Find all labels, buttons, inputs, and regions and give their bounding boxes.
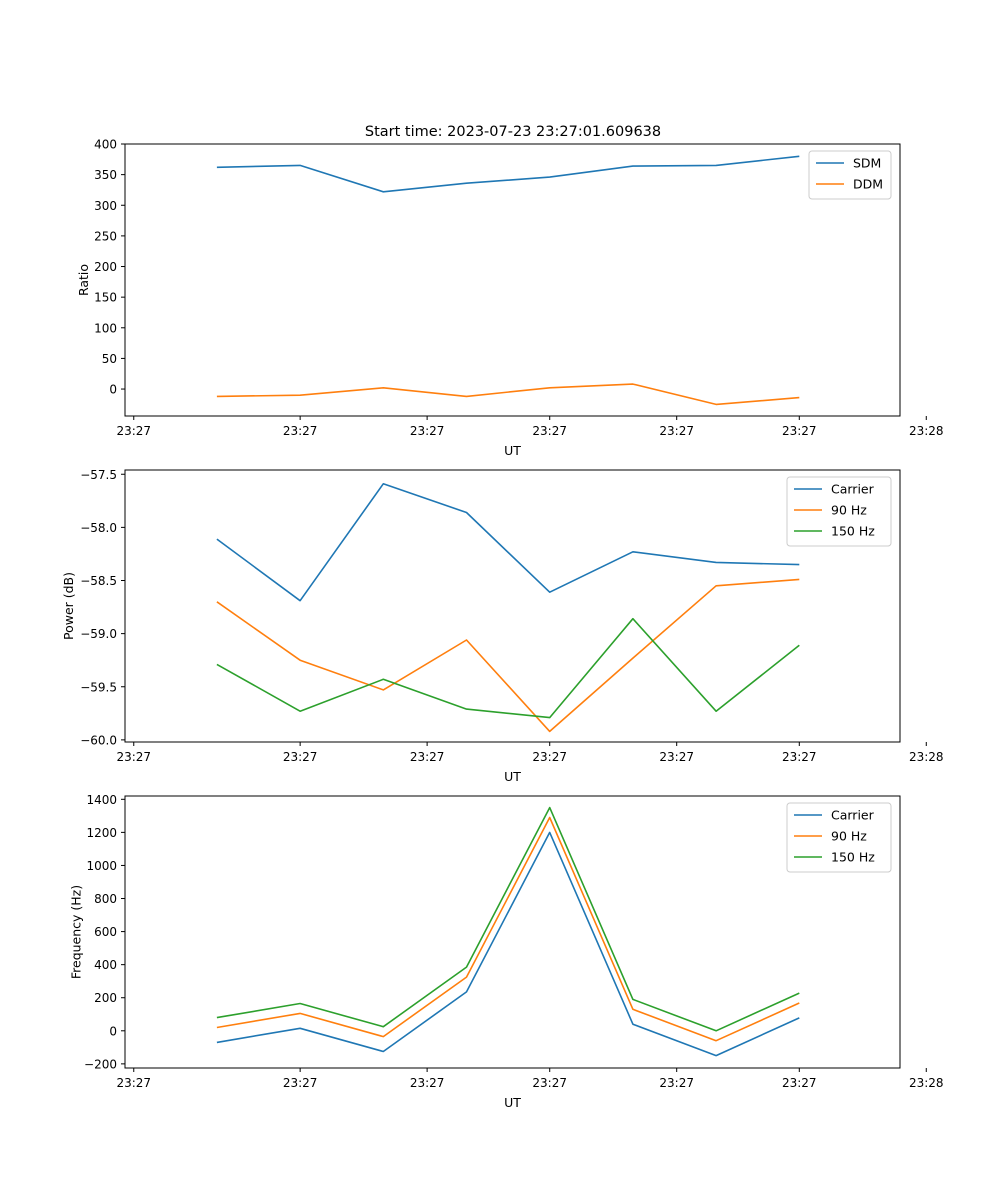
legend-label-ddm: DDM: [853, 177, 883, 192]
series-line-90-hz: [216, 816, 800, 1042]
y-tick-label: −58.0: [80, 521, 117, 535]
x-tick-label: 23:27: [782, 750, 817, 764]
x-tick-label: 23:28: [909, 750, 944, 764]
y-axis-label: Ratio: [76, 264, 91, 296]
x-tick-label: 23:27: [532, 424, 567, 438]
plot-frame: [124, 143, 901, 417]
legend-label-150-hz: 150 Hz: [831, 524, 875, 539]
x-tick-label: 23:27: [410, 424, 445, 438]
y-axis-label: Frequency (Hz): [69, 885, 84, 979]
legend: Carrier 90 Hz 150 Hz: [786, 802, 892, 873]
legend-label-150-hz: 150 Hz: [831, 850, 875, 865]
series-line-sdm: [216, 155, 800, 193]
y-axis-label: Power (dB): [61, 572, 76, 640]
plot-frame: [124, 469, 901, 743]
y-tick-label: −59.5: [80, 680, 117, 694]
y-tick-label: −200: [84, 1057, 117, 1071]
y-tick-label: 400: [94, 138, 117, 152]
y-tick-label: 250: [94, 229, 117, 243]
series-line-carrier: [216, 482, 800, 602]
legend-label-sdm: SDM: [853, 156, 881, 171]
series-line-90-hz: [216, 578, 800, 733]
x-tick-label: 23:27: [532, 750, 567, 764]
y-tick-label: −58.5: [80, 574, 117, 588]
y-tick-label: 100: [94, 321, 117, 335]
y-tick-label: −60.0: [80, 733, 117, 747]
legend-box: [786, 802, 892, 873]
x-axis-label: UT: [504, 769, 521, 784]
y-tick-label: 0: [109, 1024, 117, 1038]
y-tick-label: 400: [94, 958, 117, 972]
legend-label-90-hz: 90 Hz: [831, 503, 867, 518]
x-tick-label: 23:27: [283, 1076, 318, 1090]
series-line-150-hz: [216, 806, 800, 1032]
legend-label-carrier: Carrier: [831, 808, 875, 823]
x-tick-label: 23:27: [116, 750, 151, 764]
x-tick-label: 23:27: [782, 1076, 817, 1090]
x-tick-label: 23:27: [283, 424, 318, 438]
x-tick-label: 23:27: [659, 1076, 694, 1090]
y-tick-label: 200: [94, 260, 117, 274]
x-tick-label: 23:27: [116, 424, 151, 438]
x-axis-label: UT: [504, 1095, 521, 1110]
y-tick-label: −57.5: [80, 468, 117, 482]
y-tick-label: 200: [94, 991, 117, 1005]
legend-label-90-hz: 90 Hz: [831, 829, 867, 844]
legend: Carrier 90 Hz 150 Hz: [786, 476, 892, 547]
x-tick-label: 23:27: [410, 1076, 445, 1090]
x-tick-label: 23:28: [909, 424, 944, 438]
y-tick-label: 1200: [86, 826, 117, 840]
series-line-carrier: [216, 831, 800, 1057]
series-line-150-hz: [216, 617, 800, 719]
y-tick-label: 150: [94, 291, 117, 305]
plots: 23:27 23:27 23:27 23:27 23:27 23:27 23:28 0 50 10…: [61, 138, 944, 1111]
x-axis-label: UT: [504, 443, 521, 458]
x-tick-label: 23:28: [909, 1076, 944, 1090]
panel-2: 23:27 23:27 23:27 23:27 23:27 23:27 23:28 −60.0…: [61, 468, 944, 784]
y-tick-label: 50: [102, 352, 117, 366]
series-line-ddm: [216, 383, 800, 406]
y-tick-label: 600: [94, 925, 117, 939]
y-tick-label: 300: [94, 199, 117, 213]
legend-label-carrier: Carrier: [831, 482, 875, 497]
y-tick-label: 1400: [86, 793, 117, 807]
legend: SDM DDM: [808, 150, 892, 200]
x-tick-label: 23:27: [283, 750, 318, 764]
panel-3: 23:27 23:27 23:27 23:27 23:27 23:27 23:28 −200 0…: [69, 793, 944, 1110]
y-tick-label: 350: [94, 168, 117, 182]
x-tick-label: 23:27: [659, 750, 694, 764]
y-tick-label: 0: [109, 383, 117, 397]
x-tick-label: 23:27: [659, 424, 694, 438]
figure-title: Start time: 2023-07-23 23:27:01.609638: [365, 124, 661, 140]
panel-1: 23:27 23:27 23:27 23:27 23:27 23:27 23:28 0 50 10…: [76, 138, 943, 459]
y-tick-label: 1000: [86, 859, 117, 873]
y-tick-label: 800: [94, 892, 117, 906]
legend-box: [786, 476, 892, 547]
x-tick-label: 23:27: [116, 1076, 151, 1090]
x-tick-label: 23:27: [532, 1076, 567, 1090]
x-tick-label: 23:27: [782, 424, 817, 438]
y-tick-label: −59.0: [80, 627, 117, 641]
x-tick-label: 23:27: [410, 750, 445, 764]
